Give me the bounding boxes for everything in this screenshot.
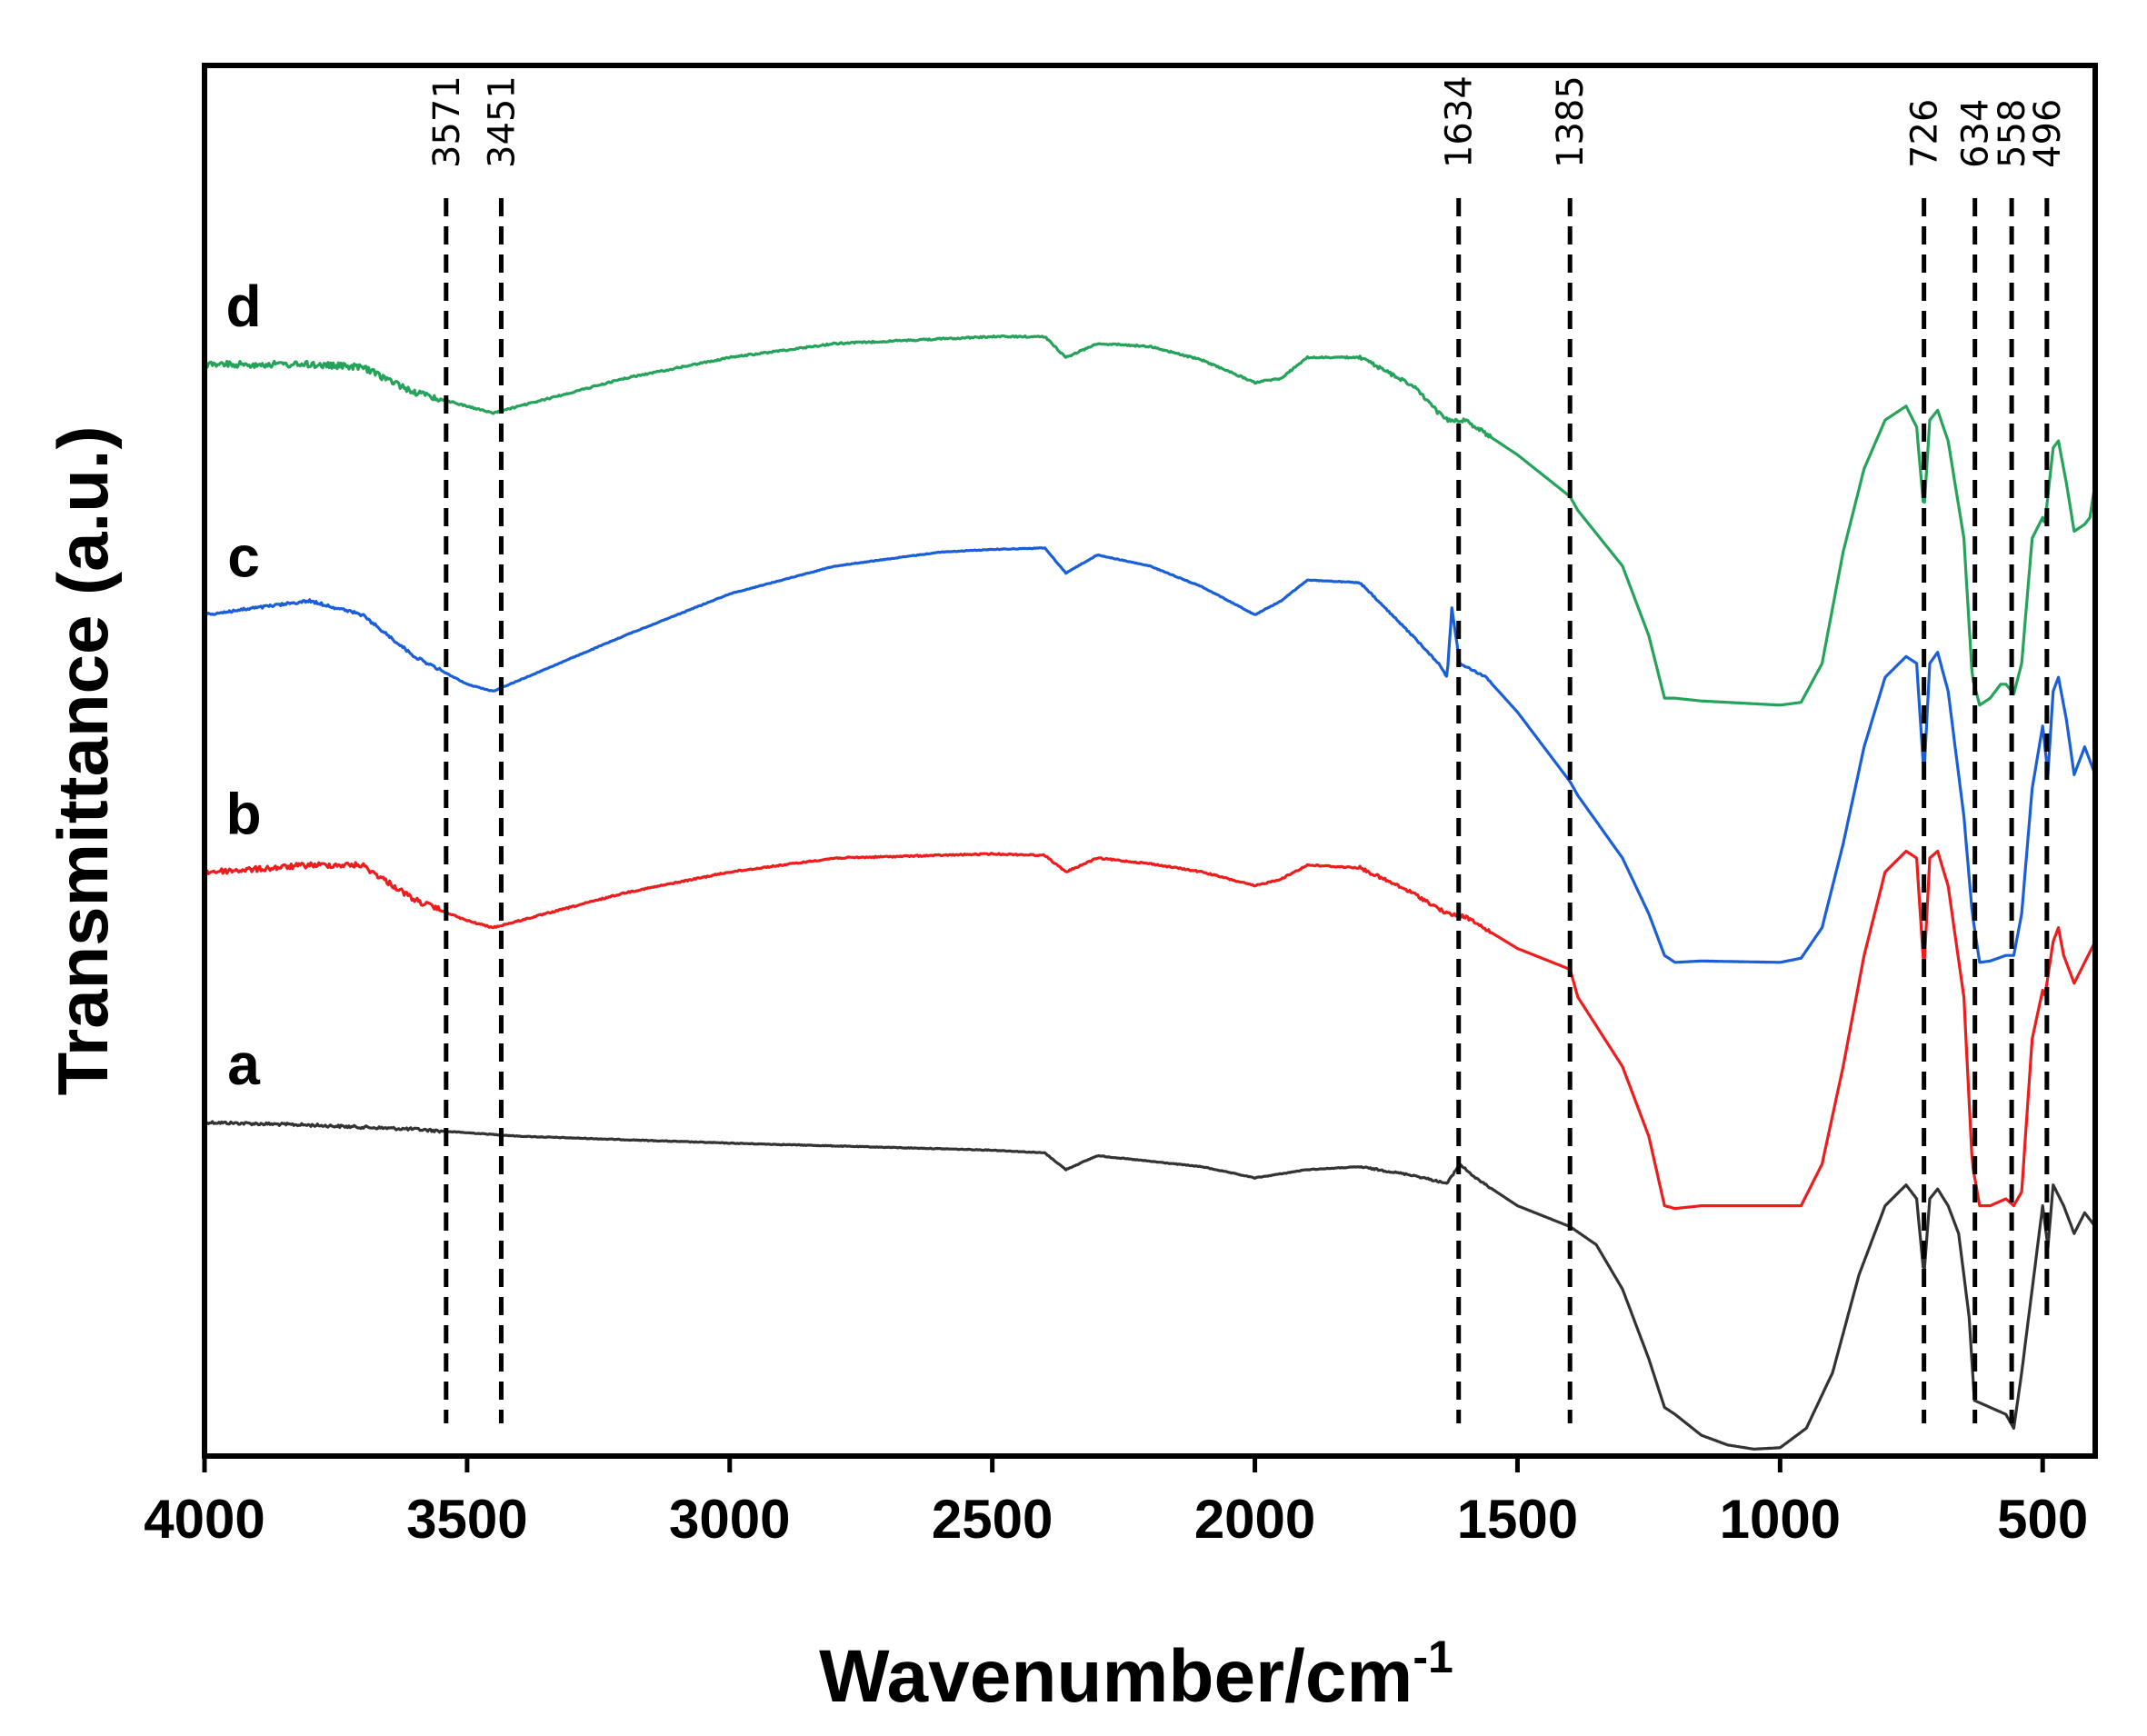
x-tick-label: 2000 bbox=[1194, 1489, 1315, 1550]
curve-label-c: c bbox=[227, 524, 260, 589]
x-axis-title-text: Wavenumber/cm bbox=[819, 1635, 1413, 1718]
x-tick-label: 3500 bbox=[406, 1489, 527, 1550]
peak-marker-label: 496 bbox=[2027, 99, 2069, 168]
peak-marker-label: 726 bbox=[1904, 99, 1946, 168]
x-tick-label: 1500 bbox=[1457, 1489, 1578, 1550]
series-b-line bbox=[203, 849, 2097, 1211]
peak-marker-label: 1634 bbox=[1439, 75, 1481, 168]
x-axis-title-superscript: -1 bbox=[1413, 1631, 1453, 1682]
x-tick-label: 1000 bbox=[1720, 1489, 1841, 1550]
x-tick-label: 3000 bbox=[669, 1489, 790, 1550]
x-tick-label: 2500 bbox=[932, 1489, 1053, 1550]
peak-marker-label: 1385 bbox=[1550, 75, 1592, 168]
x-axis-ticks: 4000 3500 3000 2500 2000 1500 1000 500 bbox=[144, 1456, 2088, 1550]
series-a-line bbox=[204, 1120, 2097, 1451]
peak-marker-label: 558 bbox=[1992, 99, 2033, 168]
peak-marker-label: 3451 bbox=[481, 75, 523, 168]
curve-labels: a b c d bbox=[225, 274, 261, 1097]
series-d-line bbox=[203, 334, 2097, 707]
curve-label-d: d bbox=[225, 274, 261, 339]
series-c-line bbox=[204, 546, 2097, 964]
plot-frame bbox=[202, 63, 2098, 1459]
x-axis-title: Wavenumber/cm-1 bbox=[819, 1631, 1453, 1718]
x-tick-label: 500 bbox=[1997, 1489, 2088, 1550]
curve-label-a: a bbox=[227, 1032, 260, 1097]
y-axis-title: Transmittance (a.u.) bbox=[43, 426, 123, 1096]
x-tick-label: 4000 bbox=[144, 1489, 265, 1550]
curve-label-b: b bbox=[225, 781, 261, 846]
peak-marker-label: 3571 bbox=[426, 75, 468, 168]
peak-marker-label: 634 bbox=[1955, 99, 1997, 168]
series-layer bbox=[203, 334, 2097, 1451]
